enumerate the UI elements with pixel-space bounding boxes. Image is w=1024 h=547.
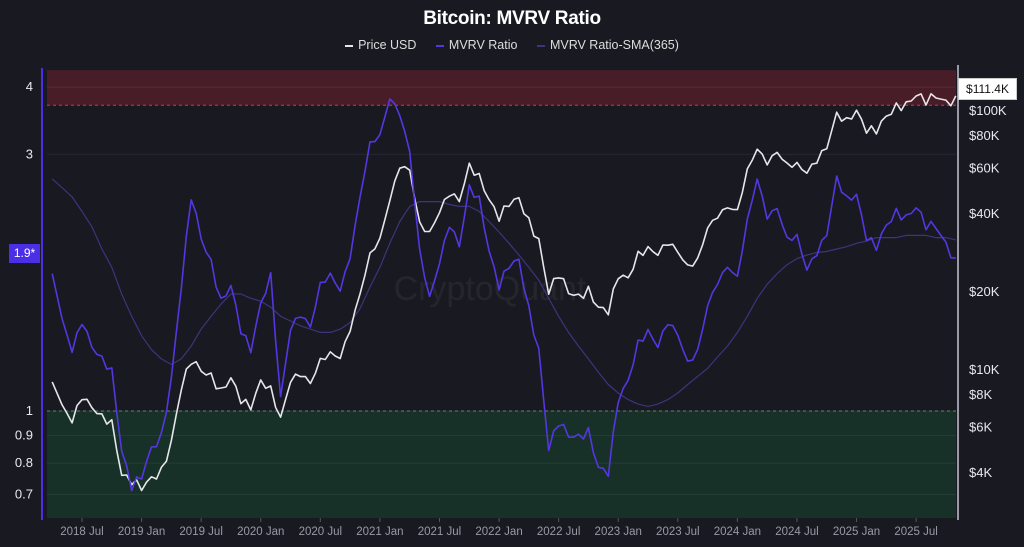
series-line-price-usd [51,93,957,492]
x-tick-label: 2018 Jul [60,526,103,538]
legend-swatch [435,44,444,47]
left-tick-label: 1 [26,403,33,418]
left-tick-label: 4 [26,79,33,94]
legend-item-price[interactable]: Price USD [345,38,416,52]
legend-item-mvrv[interactable]: MVRV Ratio [435,38,518,52]
zone-overvalued [47,70,956,106]
x-tick-label: 2023 Jan [595,526,642,538]
left-tick-label: 0.7 [15,486,33,501]
right-tick-label: $100K [969,103,1007,118]
x-tick-label: 2024 Jan [714,526,761,538]
right-tick-label: $80K [969,128,1000,143]
right-tick-label: $20K [969,284,1000,299]
series-line-mvrv-ratio [51,98,956,492]
x-tick-label: 2020 Jul [299,526,342,538]
x-tick-label: 2022 Jan [475,526,522,538]
legend-swatch [345,44,354,47]
right-tick-label: $8K [969,387,992,402]
chart-title: Bitcoin: MVRV Ratio [423,8,601,29]
right-tick-label: $4K [969,465,992,480]
right-tick-label: $60K [969,160,1000,175]
legend-swatch [536,44,545,47]
x-tick-label: 2019 Jul [179,526,222,538]
x-tick-label: 2025 Jul [894,526,937,538]
legend: Price USD MVRV Ratio MVRV Ratio-SMA(365) [0,38,1024,52]
x-tick-label: 2023 Jul [656,526,699,538]
x-tick-label: 2025 Jan [833,526,880,538]
series-line-mvrv-ratio-sma-365- [51,178,956,407]
right-tick-label: $40K [969,206,1000,221]
price-current-badge: $111.4K [958,78,1017,100]
x-tick-label: 2019 Jan [118,526,165,538]
zone-undervalued [47,411,956,518]
x-tick-label: 2022 Jul [537,526,580,538]
x-tick-label: 2020 Jan [237,526,284,538]
right-tick-label: $6K [969,419,992,434]
left-tick-label: 0.8 [15,455,33,470]
right-tick-label: $10K [969,362,1000,377]
legend-label: Price USD [358,38,417,52]
left-tick-label: 0.9 [15,428,33,443]
legend-item-sma[interactable]: MVRV Ratio-SMA(365) [536,38,679,52]
left-tick-label: 3 [26,146,33,161]
x-tick-label: 2024 Jul [775,526,818,538]
x-tick-label: 2021 Jan [356,526,403,538]
legend-label: MVRV Ratio-SMA(365) [549,38,679,52]
watermark-logo: CryptoQuant [394,270,587,308]
mvrv-current-badge: 1.9* [9,244,40,263]
legend-label: MVRV Ratio [448,38,518,52]
x-tick-label: 2021 Jul [418,526,461,538]
